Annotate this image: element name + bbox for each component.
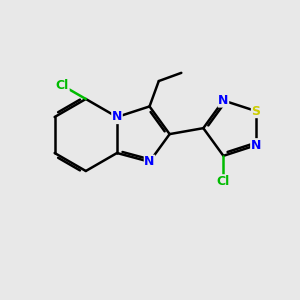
Text: S: S [251,105,260,118]
Text: N: N [218,94,229,107]
Text: Cl: Cl [217,175,230,188]
Text: N: N [251,139,261,152]
Text: N: N [112,110,122,124]
Text: Cl: Cl [56,79,69,92]
Text: N: N [144,155,155,168]
